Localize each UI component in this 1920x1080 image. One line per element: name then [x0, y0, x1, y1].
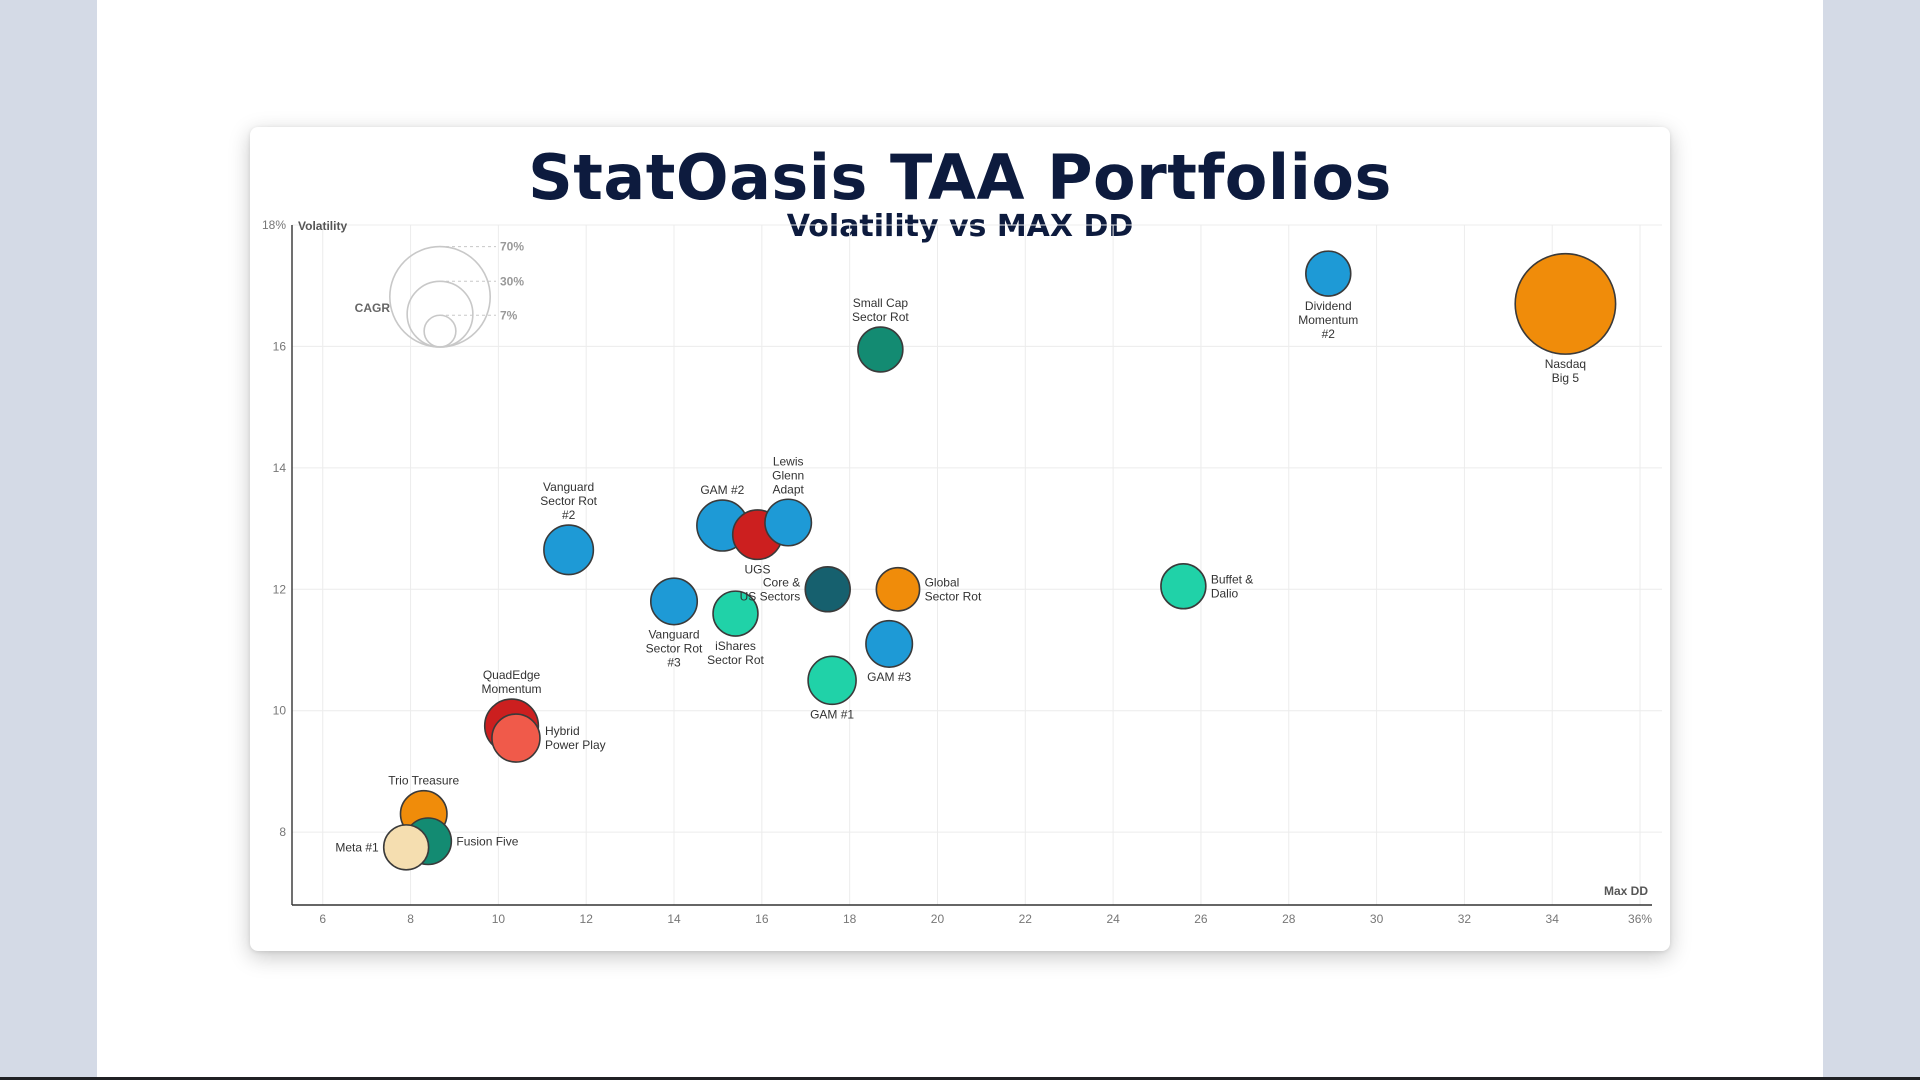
size-legend-circle [389, 245, 491, 348]
x-tick-label: 30 [1370, 912, 1384, 926]
bubble-meta-1 [382, 824, 430, 871]
point-label: GAM #2 [700, 483, 744, 497]
bubble-small-cap-sector-rot [857, 326, 904, 373]
point-label: QuadEdge Momentum [482, 668, 542, 696]
point-label: Dividend Momentum #2 [1298, 299, 1358, 341]
point-label: GAM #1 [810, 707, 854, 721]
point-label: GAM #3 [867, 670, 911, 684]
x-tick-label: 18 [843, 912, 857, 926]
x-tick-label: 12 [580, 912, 594, 926]
x-tick-label: 8 [407, 912, 414, 926]
point-label: UGS [744, 562, 770, 576]
point-label: Vanguard Sector Rot #3 [646, 628, 703, 670]
point-label: Fusion Five [456, 834, 518, 848]
scatter-plot: 6 8 10 12 14 16 18 20 22 24 26 28 30 32 34 36% 8 10 12 14 16… [262, 218, 1662, 926]
point-label: Lewis Glenn Adapt [772, 454, 804, 496]
bubble-gam-1 [807, 655, 857, 706]
y-tick-label: 14 [273, 461, 287, 475]
y-axis-label: Volatility [298, 219, 347, 233]
bubble-vanguard-sector-rot-2 [543, 524, 595, 576]
y-tick-label: 18% [262, 218, 286, 232]
bubble-core-us-sectors [804, 566, 851, 613]
x-tick-label: 14 [667, 912, 681, 926]
point-label: iShares Sector Rot [707, 639, 764, 667]
x-tick-label: 20 [931, 912, 945, 926]
point-label: Meta #1 [335, 840, 379, 854]
x-tick-label: 34 [1546, 912, 1560, 926]
bubble-dividend-momentum-2 [1305, 250, 1352, 297]
size-legend-title: CAGR [355, 301, 391, 315]
bubble-ishares-sector-rot [712, 590, 759, 637]
bubble-global-sector-rot [875, 566, 921, 612]
point-label: Trio Treasure [388, 774, 459, 788]
chart-card: StatOasis TAA Portfolios Volatility vs M… [250, 127, 1670, 951]
point-label: Small Cap Sector Rot [852, 296, 909, 324]
bubble-buffet-dalio [1160, 563, 1207, 610]
y-tick-label: 12 [273, 582, 287, 596]
bubble-lewis-glenn-adapt [764, 498, 813, 547]
x-axis-label: Max DD [1604, 884, 1648, 898]
size-legend-circle [423, 314, 457, 348]
bottom-strip [0, 1077, 1920, 1080]
point-label: Core & US Sectors [740, 575, 801, 603]
point-label: Nasdaq Big 5 [1545, 357, 1586, 385]
y-tick-label: 8 [279, 825, 286, 839]
point-label: Vanguard Sector Rot #2 [540, 480, 597, 522]
point-label: Hybrid Power Play [545, 724, 606, 752]
x-tick-label: 22 [1019, 912, 1033, 926]
x-tick-label: 6 [319, 912, 326, 926]
chart-subtitle: Volatility vs MAX DD [786, 209, 1134, 244]
y-tick-label: 16 [273, 339, 287, 353]
bubble-hybrid-power-play [491, 713, 541, 763]
x-tick-label: 10 [492, 912, 506, 926]
chart-title: StatOasis TAA Portfolios [528, 141, 1392, 214]
x-tick-label: 26 [1194, 912, 1208, 926]
y-tick-label: 10 [273, 704, 287, 718]
x-tick-label: 36% [1628, 912, 1652, 926]
x-tick-label: 16 [755, 912, 769, 926]
size-legend-circle [406, 280, 474, 348]
bubble-nasdaq-big-5 [1514, 252, 1617, 355]
point-label: Global Sector Rot [925, 575, 982, 603]
bubble-vanguard-sector-rot-3 [649, 577, 699, 626]
bubble-gam-3 [865, 619, 914, 668]
size-legend-label: 70% [500, 240, 524, 254]
size-legend-label: 7% [500, 308, 518, 322]
point-label: Buffet & Dalio [1211, 572, 1253, 600]
x-tick-label: 28 [1282, 912, 1296, 926]
size-legend-label: 30% [500, 274, 524, 288]
x-tick-label: 24 [1106, 912, 1120, 926]
x-tick-label: 32 [1458, 912, 1472, 926]
